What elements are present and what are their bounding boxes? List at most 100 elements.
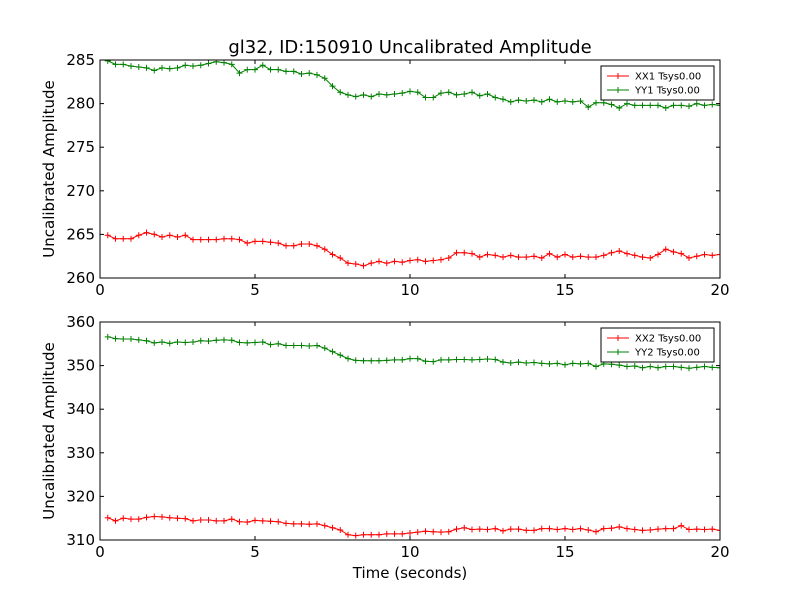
data-point-marker bbox=[236, 70, 243, 77]
data-point-marker bbox=[306, 521, 313, 528]
data-point-marker bbox=[469, 250, 475, 257]
x-tick-label: 10 bbox=[400, 281, 419, 299]
data-point-marker bbox=[174, 339, 181, 346]
data-point-marker bbox=[554, 360, 561, 367]
legend-marker bbox=[615, 87, 621, 93]
data-point-marker bbox=[244, 519, 251, 526]
data-point-marker bbox=[608, 101, 615, 108]
data-point-marker bbox=[600, 525, 607, 532]
data-point-marker bbox=[112, 335, 119, 342]
data-point-marker bbox=[244, 339, 251, 346]
x-tick-label: 5 bbox=[250, 281, 260, 299]
y-tick-label: 360 bbox=[66, 313, 95, 331]
data-point-marker bbox=[569, 98, 576, 105]
data-point-marker bbox=[159, 339, 165, 346]
data-point-marker bbox=[213, 236, 220, 243]
data-point-marker bbox=[476, 92, 483, 99]
data-point-marker bbox=[631, 252, 638, 259]
data-point-marker bbox=[469, 89, 475, 96]
data-point-marker bbox=[515, 526, 522, 533]
data-point-marker bbox=[577, 525, 584, 532]
data-point-marker bbox=[120, 336, 127, 343]
data-point-marker bbox=[228, 235, 235, 242]
data-point-marker bbox=[678, 522, 685, 529]
data-point-marker bbox=[376, 531, 382, 538]
data-point-marker bbox=[709, 364, 716, 371]
data-point-marker bbox=[174, 515, 181, 522]
data-point-marker bbox=[383, 260, 390, 267]
data-point-marker bbox=[376, 91, 382, 98]
data-point-marker bbox=[414, 256, 421, 263]
data-point-marker bbox=[600, 252, 607, 259]
data-point-marker bbox=[616, 362, 623, 369]
data-point-marker bbox=[569, 254, 576, 261]
data-point-marker bbox=[484, 251, 491, 258]
data-point-marker bbox=[678, 364, 685, 371]
data-point-marker bbox=[662, 363, 669, 370]
data-point-marker bbox=[655, 526, 661, 533]
data-point-marker bbox=[221, 235, 227, 242]
legend: XX2 Tsys0.00 YY2 Tsys0.00 bbox=[600, 327, 715, 363]
data-point-marker bbox=[554, 526, 561, 533]
x-tick-label: 0 bbox=[95, 281, 105, 299]
data-point-marker bbox=[639, 102, 646, 109]
data-point-marker bbox=[593, 254, 599, 261]
data-point-marker bbox=[608, 249, 615, 256]
data-point-marker bbox=[647, 526, 654, 533]
data-point-marker bbox=[228, 61, 235, 68]
data-point-marker bbox=[639, 254, 646, 261]
data-point-marker bbox=[593, 528, 599, 535]
series-yy1 bbox=[104, 60, 720, 111]
legend-label: XX1 Tsys0.00 bbox=[635, 72, 701, 83]
data-point-marker bbox=[662, 104, 669, 111]
data-point-marker bbox=[182, 62, 189, 69]
data-point-marker bbox=[554, 254, 561, 261]
data-point-marker bbox=[290, 342, 297, 349]
data-point-marker bbox=[182, 339, 189, 346]
data-point-marker bbox=[290, 68, 297, 75]
data-point-marker bbox=[655, 364, 661, 371]
data-point-marker bbox=[306, 240, 313, 247]
data-point-marker bbox=[631, 363, 638, 370]
data-point-marker bbox=[252, 66, 258, 73]
data-point-marker bbox=[213, 517, 220, 524]
data-point-marker bbox=[275, 66, 282, 73]
data-point-marker bbox=[314, 242, 320, 249]
data-point-marker bbox=[453, 249, 460, 256]
data-point-marker bbox=[507, 252, 514, 259]
x-tick-label: 0 bbox=[95, 543, 105, 561]
data-point-marker bbox=[391, 91, 398, 98]
data-point-marker bbox=[352, 357, 359, 364]
data-point-marker bbox=[128, 63, 134, 70]
data-point-marker bbox=[453, 356, 460, 363]
legend-entry: XX2 Tsys0.00 bbox=[607, 334, 701, 345]
data-point-marker bbox=[678, 102, 685, 109]
y-tick-label: 340 bbox=[66, 400, 95, 418]
data-point-marker bbox=[461, 249, 468, 256]
series-yy2 bbox=[104, 333, 720, 372]
data-point-marker bbox=[438, 256, 444, 263]
data-point-marker bbox=[151, 339, 158, 346]
data-point-marker bbox=[662, 525, 669, 532]
data-point-marker bbox=[352, 261, 359, 268]
data-point-marker bbox=[337, 526, 344, 533]
data-point-marker bbox=[538, 360, 545, 367]
data-point-marker bbox=[593, 363, 599, 370]
data-point-marker bbox=[368, 260, 375, 267]
plot-area: 0 5 10 15 20 310 320 330 340 350 360 bbox=[66, 313, 729, 561]
data-point-marker bbox=[228, 516, 235, 523]
data-point-marker bbox=[306, 342, 313, 349]
data-point-marker bbox=[290, 520, 297, 527]
data-point-marker bbox=[135, 336, 142, 343]
data-point-marker bbox=[221, 517, 227, 524]
data-point-marker bbox=[360, 357, 367, 364]
data-point-marker bbox=[135, 63, 142, 70]
data-point-marker bbox=[608, 525, 615, 532]
data-point-marker bbox=[507, 359, 514, 366]
data-point-marker bbox=[259, 517, 266, 524]
data-point-marker bbox=[693, 364, 700, 371]
data-point-marker bbox=[221, 336, 227, 343]
data-point-marker bbox=[259, 62, 266, 69]
data-point-marker bbox=[438, 90, 444, 97]
data-point-marker bbox=[631, 102, 638, 109]
